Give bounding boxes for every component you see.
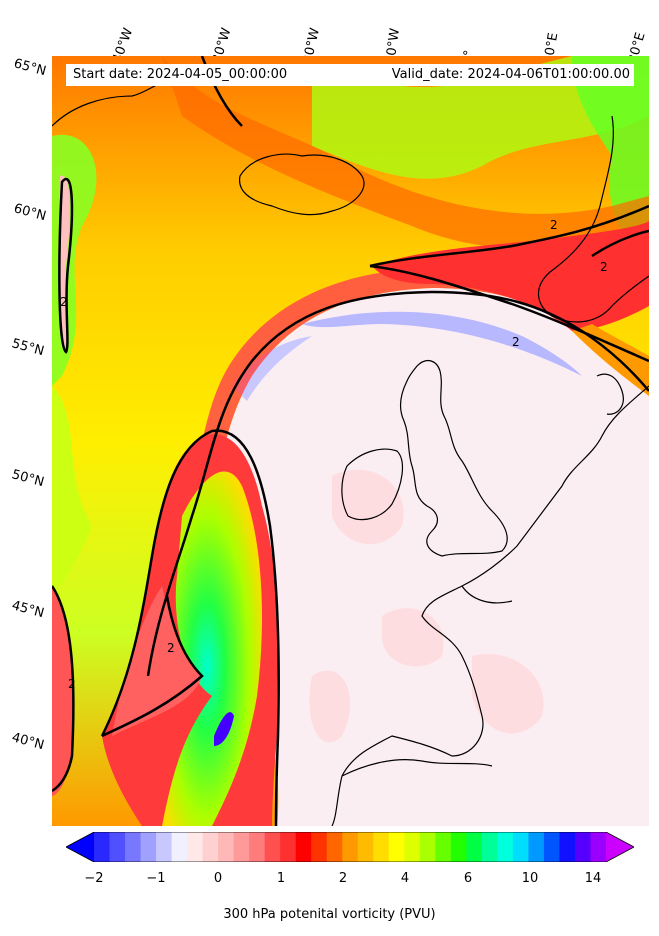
colorbar-tick-label-3: 0: [213, 871, 223, 886]
lat-label-45n: 45°N: [10, 598, 46, 622]
colorbar-extend-low: [66, 832, 94, 862]
colorbar-segment: [295, 832, 312, 862]
colorbar-segment: [202, 832, 219, 862]
ireland-coast: [341, 448, 404, 521]
low-pv-blue-strip: [232, 336, 312, 401]
colorbar-segment: [156, 832, 173, 862]
colorbar-segment: [140, 832, 157, 862]
start-date-text: Start date: 2024-04-05_00:00:00: [73, 67, 288, 82]
colorbar-tick-label-8: 10: [521, 871, 539, 886]
colorbar-segment: [109, 832, 126, 862]
colorbar-segment: [326, 832, 343, 862]
colorbar-segment: [466, 832, 483, 862]
spain-coast: [341, 759, 493, 777]
west-filament-2pvu-contour: [58, 177, 74, 354]
contour-label-1: 2: [550, 218, 558, 232]
france-coast: [461, 585, 513, 604]
contour-label-2: 2: [600, 260, 608, 274]
colorbar-segment: [280, 832, 297, 862]
pv-2-contours: [52, 56, 649, 826]
colorbar-segment: [450, 832, 467, 862]
colorbar-svg: [65, 831, 635, 863]
great-britain-coast: [399, 359, 508, 557]
west-red-filament: [58, 175, 70, 352]
lat-label-50n: 50°N: [10, 467, 46, 491]
colorbar-segment: [264, 832, 281, 862]
colorbar-segment: [404, 832, 421, 862]
colorbar-segment: [249, 832, 266, 862]
colorbar-segment: [388, 832, 405, 862]
northeast-2pvu-contour-2: [369, 264, 649, 363]
contour-label-5: 2: [68, 677, 76, 691]
north-green-patches: [312, 56, 649, 179]
lat-label-65n: 65°N: [12, 56, 48, 80]
colorbar-segment: [590, 832, 607, 862]
trough-2pvu-contour: [100, 429, 280, 826]
lat-label-55n: 55°N: [10, 336, 46, 360]
cutoff-red-tongue: [112, 586, 202, 736]
pv-map: 2 2 2 2 2 2: [52, 56, 649, 826]
colorbar-extend-high: [606, 832, 634, 862]
colorbar-tick-label-2: −1: [146, 871, 166, 886]
trough-blue-core: [214, 712, 234, 746]
colorbar-segment: [187, 832, 204, 862]
colorbar-segment: [512, 832, 530, 862]
contour-label-6: 2: [60, 295, 68, 309]
valid-date-text: Valid_date: 2024-04-06T01:00:00.00: [391, 67, 630, 82]
contour-label-3: 2: [512, 335, 520, 349]
colorbar-tick-label-6: 4: [400, 871, 410, 886]
contour-label-4: 2: [167, 641, 175, 655]
colorbar-tick-label-1: −2: [84, 871, 104, 886]
scandinavia-2pvu-contour: [591, 229, 649, 258]
colorbar-segment: [171, 832, 188, 862]
colorbar-segment: [543, 832, 561, 862]
colorbar-segment: [419, 832, 436, 862]
southeast-orange-jet: [572, 324, 649, 396]
colorbar-segment: [357, 832, 374, 862]
colorbar-tick-label-7: 6: [463, 871, 473, 886]
colorbar-segment: [559, 832, 576, 862]
colorbar-tick-label-5: 2: [338, 871, 348, 886]
north-red-streak: [162, 56, 649, 250]
trough-green-core: [162, 471, 262, 826]
colorbar-segment: [435, 832, 452, 862]
colorbar-segment: [574, 832, 592, 862]
colorbar-label: 300 hPa potenital vorticity (PVU): [223, 907, 436, 922]
colorbar-segment: [311, 832, 328, 862]
colorbar-segment: [125, 832, 142, 862]
denmark-coast: [596, 373, 624, 415]
title-box: Start date: 2024-04-05_00:00:00 Valid_da…: [66, 64, 634, 86]
lat-label-40n: 40°N: [10, 730, 46, 754]
low-pv-blue-streak: [302, 311, 582, 376]
pv-ridge-red-band: [142, 267, 592, 666]
colorbar-segment: [481, 832, 498, 862]
colorbar-tick-label-4: 1: [276, 871, 286, 886]
scandinavia-coast: [538, 115, 649, 323]
coastlines: [52, 82, 649, 826]
colorbar-segment: [218, 832, 235, 862]
colorbar-segment: [233, 832, 250, 862]
colorbar-segment: [342, 832, 359, 862]
pv-field-svg: 2 2 2 2 2 2: [52, 56, 649, 826]
northeast-2pvu-contour: [369, 204, 649, 268]
west-edge-2pvu-contour: [52, 585, 75, 793]
colorbar-segment: [497, 832, 514, 862]
colorbar: [65, 831, 635, 863]
iceland-coast: [239, 153, 365, 216]
continental-europe-coast: [331, 385, 649, 826]
colorbar-tick-label-9: 14: [584, 871, 602, 886]
northeast-red-jet: [372, 221, 649, 331]
colorbar-segment: [94, 832, 111, 862]
colorbar-segment: [373, 832, 390, 862]
colorbar-segment: [528, 832, 545, 862]
lat-label-60n: 60°N: [12, 201, 48, 225]
trough-inner-2pvu-contour: [101, 595, 204, 738]
west-yellow-band: [52, 386, 92, 596]
low-pv-pink-patches: [309, 469, 544, 743]
